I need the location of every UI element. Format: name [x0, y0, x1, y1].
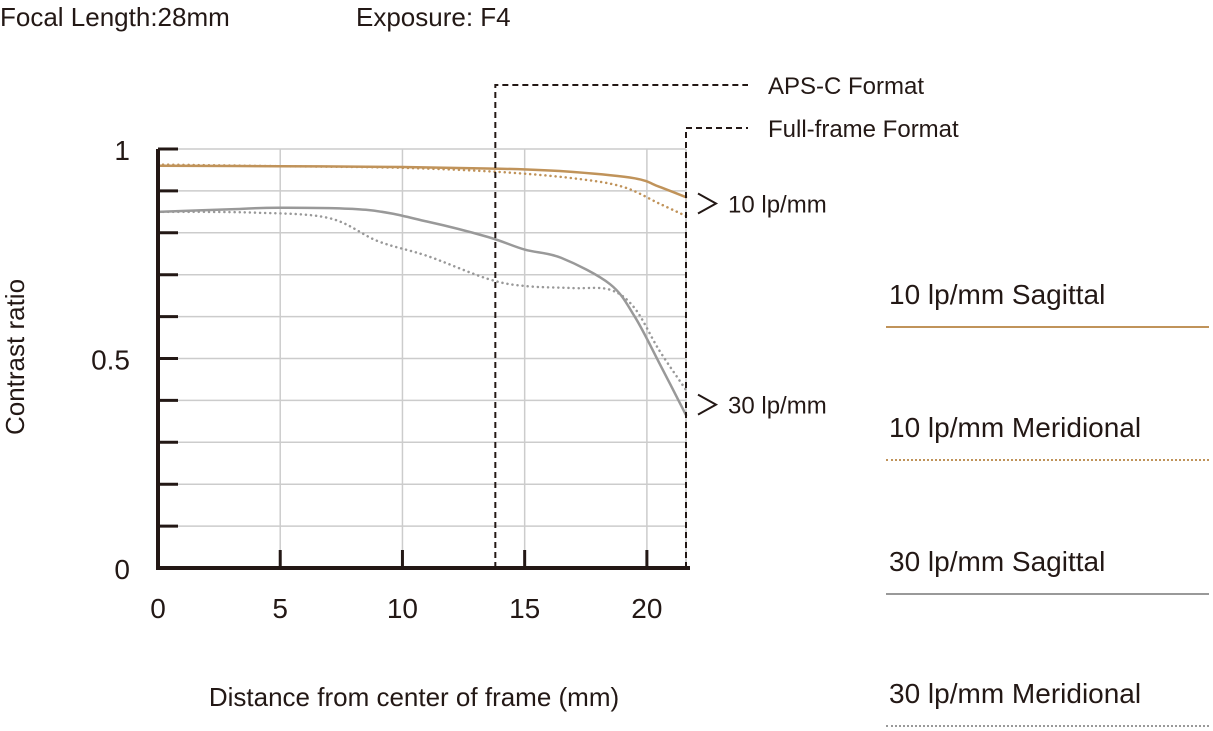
series-line-30lp-meridional	[156, 210, 688, 392]
legend-label-10lp-sagittal: 10 lp/mm Sagittal	[889, 279, 1106, 310]
chart-series	[156, 163, 688, 417]
legend-label-30lp-meridional: 30 lp/mm Meridional	[889, 678, 1142, 709]
full-frame-format-marker	[685, 127, 748, 568]
group-marker-10lp	[697, 192, 719, 215]
legend-label-30lp-sagittal: 30 lp/mm Sagittal	[889, 546, 1106, 577]
x-tick-label: 15	[509, 593, 540, 624]
x-tick-label: 5	[272, 593, 288, 624]
series-line-30lp-sagittal	[156, 206, 688, 417]
x-axis-title: Distance from center of frame (mm)	[209, 682, 619, 712]
legend-line-30lp-sagittal	[886, 593, 1209, 595]
x-tick-label: 20	[631, 593, 662, 624]
group-label-30lp: 30 lp/mm	[728, 393, 827, 420]
full-frame-format-label: Full-frame Format	[768, 116, 959, 143]
y-tick-label: 1	[114, 135, 130, 166]
series-line-10lp-sagittal	[156, 164, 688, 199]
y-axis-title: Contrast ratio	[0, 279, 30, 435]
chart-axes	[156, 147, 690, 570]
legend-label-10lp-meridional: 10 lp/mm Meridional	[889, 412, 1142, 443]
legend-line-10lp-sagittal	[886, 326, 1209, 328]
exposure-label: Exposure: F4	[356, 2, 511, 32]
format-markers	[494, 84, 748, 568]
chart-labels: 1 0.5 00 5 10 15 20 Distance from center of fra…	[0, 73, 959, 712]
x-tick-label: 10	[387, 593, 418, 624]
series-line-10lp-meridional	[156, 163, 688, 218]
y-tick-label: 0	[114, 554, 130, 585]
aps-c-format-label: APS-C Format	[768, 73, 924, 100]
legend-line-30lp-meridional	[886, 725, 1209, 727]
focal-length-label: Focal Length:28mm	[0, 2, 230, 32]
group-label-10lp: 10 lp/mm	[728, 191, 827, 218]
aps-c-format-marker	[494, 84, 748, 568]
y-tick-label: 0.5	[91, 345, 130, 376]
chart-grid	[158, 148, 687, 568]
group-marker-30lp	[697, 393, 719, 416]
legend-line-10lp-meridional	[886, 459, 1209, 461]
x-tick-label: 0	[150, 593, 166, 624]
